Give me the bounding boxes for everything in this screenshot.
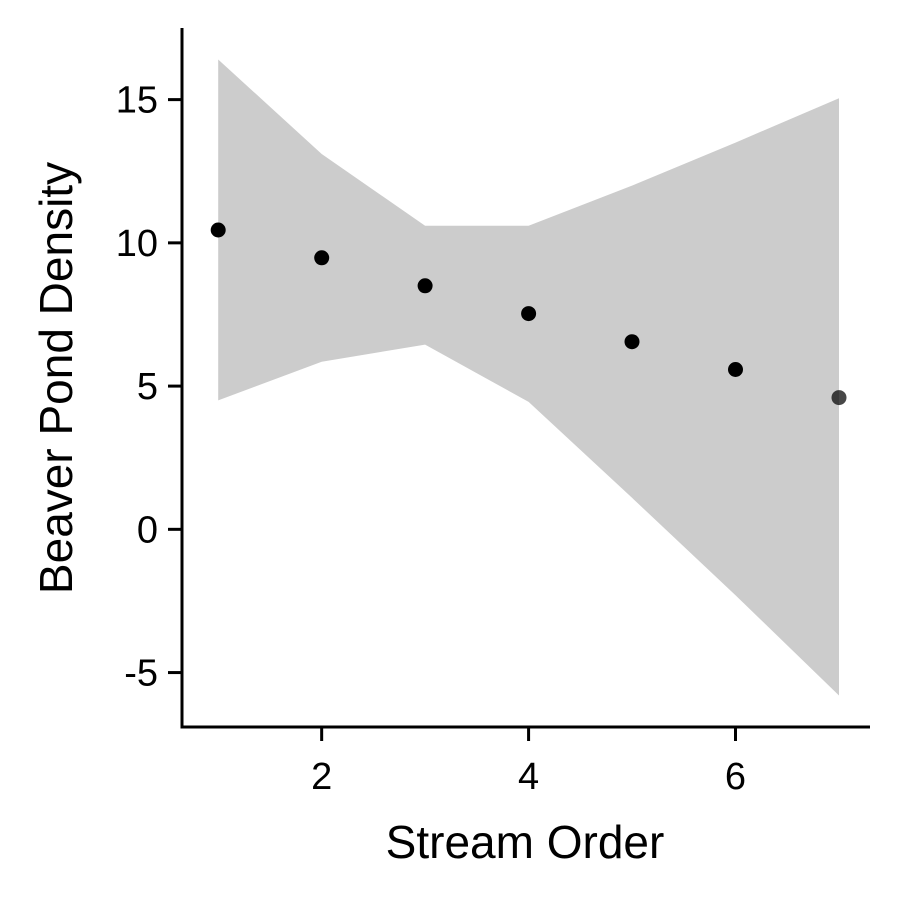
x-axis-title: Stream Order bbox=[386, 816, 665, 868]
x-tick-label: 2 bbox=[311, 756, 332, 798]
data-point bbox=[831, 390, 847, 406]
y-tick-label: 10 bbox=[116, 223, 158, 265]
data-point bbox=[521, 306, 537, 322]
x-tick-label: 6 bbox=[725, 756, 746, 798]
data-points-layer bbox=[210, 222, 847, 406]
y-tick-label: 0 bbox=[137, 509, 158, 551]
y-tick-label: 15 bbox=[116, 80, 158, 122]
data-point bbox=[624, 334, 640, 350]
y-tick-label: -5 bbox=[124, 653, 158, 695]
x-tick-label: 4 bbox=[518, 756, 539, 798]
y-axis-title: Beaver Pond Density bbox=[30, 162, 82, 594]
axes-layer: -5 0 5 10 15 2 4 6 bbox=[116, 28, 870, 798]
data-point bbox=[314, 250, 330, 266]
data-point bbox=[728, 362, 743, 377]
y-tick-label: 5 bbox=[137, 366, 158, 408]
data-point bbox=[210, 222, 226, 238]
data-point bbox=[417, 278, 433, 294]
confidence-band bbox=[218, 59, 839, 696]
confidence-band-layer bbox=[218, 59, 839, 696]
